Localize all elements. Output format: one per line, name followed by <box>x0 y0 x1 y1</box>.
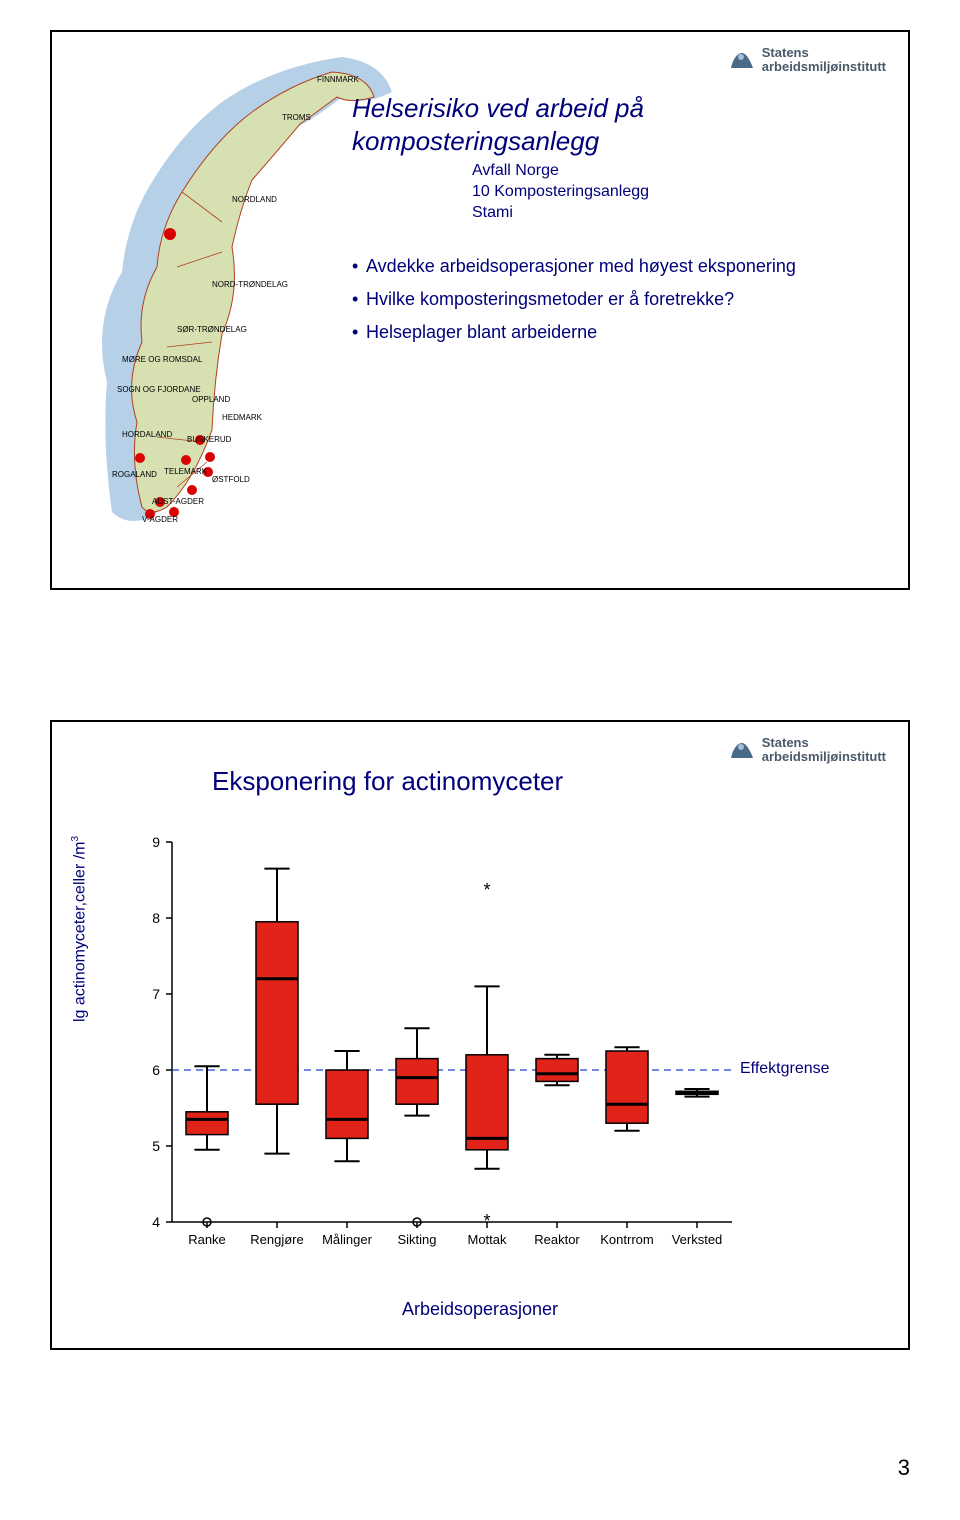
svg-text:BUSKERUD: BUSKERUD <box>187 435 232 444</box>
slide1-bullets: Avdekke arbeidsoperasjoner med høyest ek… <box>352 253 878 346</box>
stami-logo-icon <box>728 48 756 72</box>
svg-text:V-AGDER: V-AGDER <box>142 515 178 524</box>
sub-line: Avfall Norge <box>472 161 878 182</box>
svg-text:Sikting: Sikting <box>397 1232 436 1247</box>
svg-text:HEDMARK: HEDMARK <box>222 413 263 422</box>
slide-2: Statens arbeidsmiljøinstitutt Eksponerin… <box>50 720 910 1350</box>
x-axis-title: Arbeidsoperasjoner <box>52 1299 908 1320</box>
boxplot-chart: 456789RankeRengjøreMålingerSikting**Mott… <box>122 832 842 1262</box>
stami-logo-icon <box>728 738 756 762</box>
svg-text:7: 7 <box>152 986 160 1002</box>
svg-text:TROMS: TROMS <box>282 113 311 122</box>
svg-text:8: 8 <box>152 910 160 926</box>
sub-line: 10 Komposteringsanlegg <box>472 182 878 203</box>
svg-text:ROGALAND: ROGALAND <box>112 470 157 479</box>
svg-text:Rengjøre: Rengjøre <box>250 1232 303 1247</box>
sub-line: Stami <box>472 203 878 224</box>
svg-text:SOGN OG FJORDANE: SOGN OG FJORDANE <box>117 385 201 394</box>
svg-text:AUST-AGDER: AUST-AGDER <box>152 497 204 506</box>
svg-text:Verksted: Verksted <box>672 1232 723 1247</box>
svg-text:OPPLAND: OPPLAND <box>192 395 230 404</box>
svg-text:9: 9 <box>152 834 160 850</box>
svg-text:*: * <box>483 880 490 900</box>
stami-logo-text: Statens arbeidsmiljøinstitutt <box>762 46 886 73</box>
svg-text:FINNMARK: FINNMARK <box>317 75 359 84</box>
svg-text:4: 4 <box>152 1214 160 1230</box>
bullet: Helseplager blant arbeiderne <box>352 319 878 346</box>
svg-text:HORDALAND: HORDALAND <box>122 430 172 439</box>
svg-text:Kontrrom: Kontrrom <box>600 1232 653 1247</box>
slide1-text: Helserisiko ved arbeid på komposteringsa… <box>352 92 878 352</box>
svg-text:NORD-TRØNDELAG: NORD-TRØNDELAG <box>212 280 288 289</box>
svg-text:MØRE OG ROMSDAL: MØRE OG ROMSDAL <box>122 355 203 364</box>
svg-text:NORDLAND: NORDLAND <box>232 195 277 204</box>
bullet: Hvilke komposteringsmetoder er å foretre… <box>352 286 878 313</box>
stami-logo: Statens arbeidsmiljøinstitutt <box>728 46 886 73</box>
svg-text:TELEMARK: TELEMARK <box>164 467 208 476</box>
y-axis-title: lg actinomyceter,celler /m3 <box>70 836 89 1022</box>
svg-text:Reaktor: Reaktor <box>534 1232 580 1247</box>
slide1-subheader: Avfall Norge 10 Komposteringsanlegg Stam… <box>472 161 878 223</box>
svg-text:Mottak: Mottak <box>467 1232 507 1247</box>
slide-1: Statens arbeidsmiljøinstitutt FINNMARK T… <box>50 30 910 590</box>
bullet: Avdekke arbeidsoperasjoner med høyest ek… <box>352 253 878 280</box>
svg-text:SØR-TRØNDELAG: SØR-TRØNDELAG <box>177 325 247 334</box>
stami-logo: Statens arbeidsmiljøinstitutt <box>728 736 886 763</box>
svg-text:6: 6 <box>152 1062 160 1078</box>
svg-text:Målinger: Målinger <box>322 1232 373 1247</box>
effect-limit-label: Effektgrense <box>740 1060 830 1078</box>
svg-text:ØSTFOLD: ØSTFOLD <box>212 475 250 484</box>
stami-logo-text: Statens arbeidsmiljøinstitutt <box>762 736 886 763</box>
svg-text:5: 5 <box>152 1138 160 1154</box>
page-number: 3 <box>898 1455 910 1481</box>
slide2-title: Eksponering for actinomyceter <box>212 766 563 797</box>
slide1-title: Helserisiko ved arbeid på komposteringsa… <box>352 92 878 157</box>
svg-text:Ranke: Ranke <box>188 1232 226 1247</box>
